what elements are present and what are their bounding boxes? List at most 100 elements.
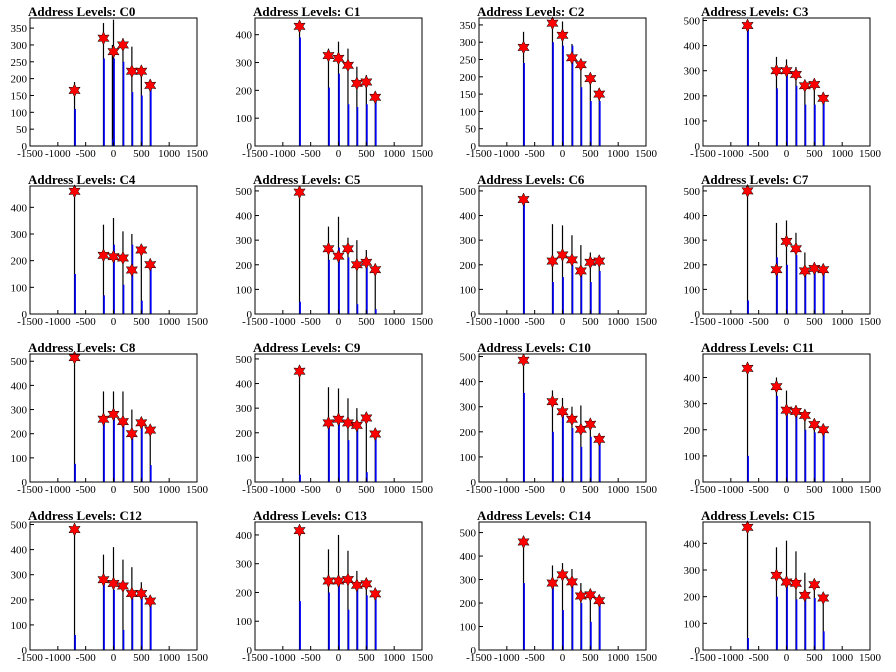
star-marker: [584, 417, 597, 432]
y-tick-label: 300: [11, 229, 28, 241]
x-tick-label: -1500: [242, 484, 268, 496]
x-tick-label: -500: [76, 652, 97, 664]
x-tick-label: 1000: [383, 484, 406, 496]
y-tick-label: 200: [460, 72, 477, 84]
star-marker: [817, 590, 830, 606]
y-tick-label: 200: [11, 256, 28, 268]
x-tick-label: -500: [301, 316, 322, 328]
x-tick-label: 1500: [411, 652, 434, 664]
x-tick-label: -500: [76, 148, 97, 160]
chart-title: Address Levels: C5: [253, 172, 361, 187]
y-tick-label: 50: [16, 124, 28, 136]
x-tick-label: 1000: [158, 652, 181, 664]
star-marker: [741, 520, 754, 535]
star-marker: [135, 242, 148, 258]
x-tick-label: -1500: [690, 652, 716, 664]
x-tick-label: -500: [301, 148, 322, 160]
y-tick-label: 0: [471, 141, 477, 153]
y-tick-label: 0: [471, 645, 477, 657]
y-tick-label: 500: [236, 186, 253, 198]
y-tick-label: 400: [684, 538, 701, 550]
star-marker: [125, 426, 139, 441]
x-tick-label: 1500: [635, 148, 658, 160]
x-tick-label: -1500: [690, 148, 716, 160]
x-tick-label: -1500: [690, 316, 716, 328]
y-tick-label: 300: [684, 66, 701, 78]
x-tick-label: 0: [111, 484, 117, 496]
star-marker: [293, 185, 306, 200]
chart-data-marks: [73, 529, 152, 650]
y-tick-label: 100: [11, 107, 28, 119]
star-marker: [144, 78, 157, 93]
x-tick-label: 0: [784, 148, 790, 160]
x-tick-label: -1500: [466, 652, 492, 664]
star-marker: [517, 534, 530, 550]
star-marker: [135, 415, 148, 430]
y-tick-label: 0: [22, 645, 28, 657]
y-tick-label: 200: [684, 592, 701, 604]
y-tick-label: 200: [460, 260, 477, 272]
y-tick-label: 200: [460, 598, 477, 610]
star-marker: [584, 587, 597, 602]
x-tick-label: 0: [784, 652, 790, 664]
x-tick-label: 500: [806, 652, 823, 664]
y-tick-label: 500: [684, 186, 701, 198]
x-tick-label: -1500: [17, 484, 43, 496]
star-marker: [798, 408, 812, 423]
star-marker: [332, 412, 345, 427]
star-marker: [350, 418, 364, 433]
star-marker: [556, 567, 569, 582]
y-tick-label: 0: [22, 477, 28, 489]
x-tick-label: 1000: [831, 652, 854, 664]
x-tick-label: -1000: [270, 316, 296, 328]
star-marker: [517, 353, 530, 368]
star-marker: [817, 262, 830, 277]
star-marker: [789, 241, 803, 256]
x-tick-label: 0: [111, 316, 117, 328]
x-tick-label: -1500: [242, 652, 268, 664]
star-marker: [360, 410, 373, 426]
y-tick-label: 100: [11, 282, 28, 294]
y-tick-label: 400: [236, 379, 253, 391]
star-marker: [116, 414, 130, 429]
chart-panel-12: Address Levels: C12 0 100 200 300 400 500 -1500…: [11, 508, 209, 664]
y-tick-label: 300: [684, 565, 701, 577]
star-marker: [780, 234, 793, 249]
x-tick-label: 1000: [383, 316, 406, 328]
x-tick-label: 1000: [383, 652, 406, 664]
y-tick-label: 400: [11, 380, 28, 392]
y-tick-label: 200: [236, 260, 253, 272]
y-tick-label: 400: [684, 41, 701, 53]
star-marker: [332, 249, 345, 264]
x-tick-label: -1000: [270, 148, 296, 160]
y-tick-label: 100: [460, 106, 477, 118]
y-tick-label: 300: [236, 403, 253, 415]
star-marker: [808, 577, 821, 592]
y-tick-label: 100: [236, 113, 253, 125]
x-tick-label: 0: [336, 484, 342, 496]
star-marker: [369, 586, 382, 601]
chart-panel-13: Address Levels: C13 0 100 200 300 400 -1500 -10…: [236, 508, 434, 664]
chart-title: Address Levels: C6: [477, 172, 585, 187]
chart-title: Address Levels: C12: [28, 508, 142, 523]
chart-panel-4: Address Levels: C4 0 100 200 300 400 -1500 -100…: [11, 172, 209, 328]
x-tick-label: 0: [560, 316, 566, 328]
x-tick-label: 1500: [411, 316, 434, 328]
star-marker: [97, 572, 110, 587]
chart-panel-11: Address Levels: C11 0 100 200 300 400 -1500 -10…: [684, 340, 882, 496]
y-tick-label: 100: [236, 284, 253, 296]
chart-title: Address Levels: C2: [477, 4, 584, 19]
star-marker: [770, 63, 783, 78]
y-tick-label: 400: [684, 211, 701, 223]
star-marker: [360, 74, 373, 90]
chart-data-marks: [298, 529, 377, 650]
star-marker: [517, 192, 530, 207]
y-tick-label: 0: [471, 477, 477, 489]
x-tick-label: -1000: [718, 148, 744, 160]
star-marker: [135, 64, 148, 79]
star-marker: [322, 48, 335, 63]
x-tick-label: 1000: [383, 148, 406, 160]
y-tick-label: 400: [236, 211, 253, 223]
x-tick-label: 0: [560, 484, 566, 496]
chart-title: Address Levels: C15: [701, 508, 815, 523]
